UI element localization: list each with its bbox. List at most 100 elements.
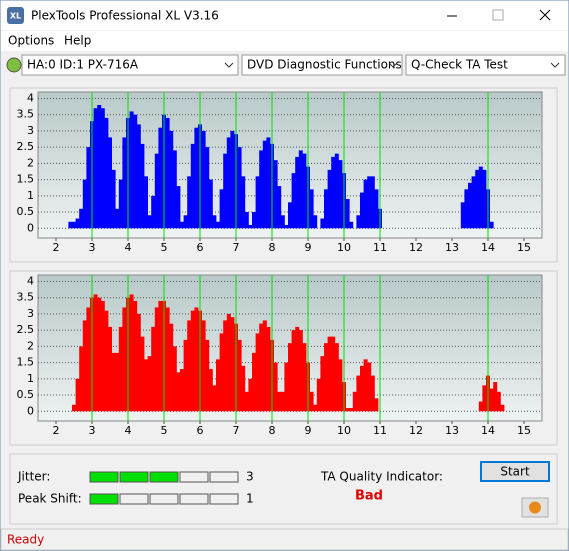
x-tick-label: 6 <box>197 241 204 254</box>
bar <box>500 404 505 412</box>
y-tick-label: 2 <box>27 339 34 352</box>
bar <box>82 179 87 229</box>
window-title: PlexTools Professional XL V3.16 <box>31 9 219 23</box>
bar <box>86 147 91 229</box>
bar <box>115 208 120 229</box>
bar <box>320 356 325 412</box>
ta-value: Bad <box>355 489 383 504</box>
bar <box>165 117 170 229</box>
bar <box>288 343 292 412</box>
bar <box>151 326 156 412</box>
bar <box>75 218 80 229</box>
bar <box>327 169 332 229</box>
y-tick-label: 1 <box>27 372 34 385</box>
bar <box>79 208 84 229</box>
bar <box>86 307 91 412</box>
bar <box>298 150 303 229</box>
x-tick-label: 12 <box>409 241 423 254</box>
y-tick-label: 3.5 <box>17 108 35 121</box>
bar <box>172 150 177 229</box>
bar <box>140 143 145 229</box>
bar <box>237 147 242 229</box>
bar <box>280 391 285 412</box>
x-tick-label: 9 <box>305 241 312 254</box>
meter-cell <box>209 493 239 505</box>
menu-help[interactable]: Help <box>64 34 91 48</box>
bar <box>478 401 483 412</box>
start-button[interactable] <box>480 461 550 482</box>
meter-cell <box>209 471 239 483</box>
bar <box>136 124 141 229</box>
y-tick-label: 2.5 <box>17 140 35 153</box>
ta-label: TA Quality Indicator: <box>320 470 443 484</box>
bar <box>122 307 127 412</box>
bar <box>288 202 292 229</box>
bar <box>349 221 354 229</box>
x-tick-label: 11 <box>373 424 387 437</box>
bar <box>284 225 289 229</box>
bar <box>208 369 213 412</box>
maximize-button[interactable] <box>492 9 504 21</box>
peak-shift-label: Peak Shift: <box>18 492 82 506</box>
bar <box>111 169 116 229</box>
bar <box>108 326 112 412</box>
bar <box>345 199 350 229</box>
bar <box>324 343 328 412</box>
bar <box>252 352 256 412</box>
x-tick-label: 13 <box>445 241 459 254</box>
bar <box>252 212 256 229</box>
bar <box>302 343 307 412</box>
bar <box>345 408 350 412</box>
bar <box>248 225 253 229</box>
x-tick-label: 7 <box>233 424 240 437</box>
bar <box>464 189 469 229</box>
menu-bar <box>1 31 568 51</box>
bar <box>468 182 472 229</box>
bar <box>374 398 379 412</box>
bar <box>338 359 343 412</box>
bar <box>291 330 296 412</box>
bar <box>118 179 123 229</box>
y-tick-label: 0 <box>27 221 34 234</box>
bar <box>496 391 501 412</box>
bar <box>133 114 138 229</box>
meter-cell <box>89 493 119 505</box>
dropdown-arrow <box>388 62 398 68</box>
close-button[interactable] <box>539 9 551 21</box>
bar <box>273 362 278 412</box>
bar <box>356 215 361 229</box>
bar <box>482 385 487 412</box>
bar <box>68 221 73 229</box>
x-tick-label: 10 <box>337 241 351 254</box>
bar <box>230 317 235 412</box>
drive-select[interactable] <box>21 54 239 76</box>
bar <box>205 147 210 229</box>
test-select[interactable] <box>405 54 566 76</box>
y-tick-label: 1 <box>27 189 34 202</box>
bar <box>216 359 220 412</box>
bar <box>172 346 177 412</box>
bar <box>226 313 231 412</box>
bar <box>194 127 199 229</box>
x-tick-label: 11 <box>373 241 387 254</box>
x-tick-label: 5 <box>161 424 168 437</box>
bar <box>144 176 148 229</box>
y-tick-label: 4 <box>27 274 34 287</box>
bar <box>118 326 123 412</box>
meter-cell <box>179 471 209 483</box>
bar <box>360 365 364 412</box>
dropdown-arrow <box>550 62 560 68</box>
bar <box>331 156 336 229</box>
bar <box>129 294 134 412</box>
bar <box>176 186 181 229</box>
menu-options[interactable]: Options <box>8 34 54 48</box>
bar <box>360 192 364 229</box>
y-tick-label: 2 <box>27 156 34 169</box>
bar <box>309 189 314 229</box>
bar <box>266 137 271 229</box>
bar <box>180 221 184 229</box>
bar <box>298 330 303 412</box>
x-tick-label: 15 <box>517 424 531 437</box>
bar <box>194 307 199 412</box>
function-select[interactable] <box>241 54 403 76</box>
